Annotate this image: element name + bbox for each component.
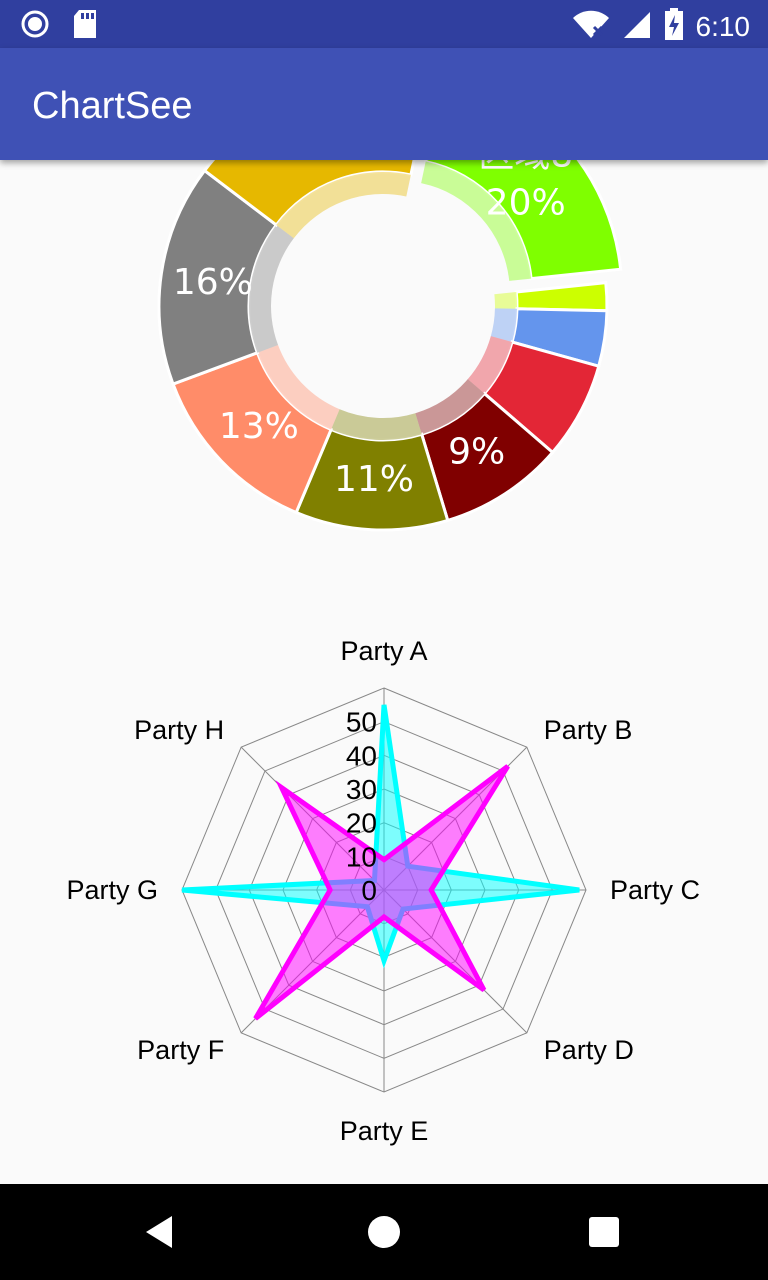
sd-card-icon: [72, 9, 98, 44]
radar-axis-label: Party B: [544, 715, 633, 745]
donut-slice-label: 18%: [283, 160, 363, 167]
radar-axis-label: Party G: [66, 875, 158, 905]
donut-slice-2: [494, 280, 609, 313]
donut-slice-label: 区域8: [478, 160, 573, 176]
radar-axis-label: Party D: [544, 1035, 634, 1065]
radar-tick-label: 0: [361, 875, 377, 906]
donut-slice-label: 9%: [448, 431, 505, 472]
recents-icon[interactable]: [580, 1208, 628, 1256]
home-icon[interactable]: [360, 1208, 408, 1256]
donut-slice-3: [490, 307, 609, 369]
radar-series-1: [181, 704, 580, 969]
radar-series-2: [253, 764, 510, 1021]
donut-slice-1: [421, 160, 623, 281]
signal-icon: [622, 9, 652, 44]
battery-charging-icon: [664, 8, 684, 45]
donut-slice-7: [171, 345, 340, 515]
donut-slice-6: [294, 409, 450, 532]
status-bar: 6:10: [0, 0, 768, 48]
radar-axis-label: Party A: [340, 636, 427, 666]
wifi-icon: [572, 9, 610, 44]
donut-slice-label: 11%: [334, 459, 414, 500]
status-clock: 6:10: [695, 10, 751, 42]
navigation-bar: [0, 1184, 768, 1280]
donut-slice-label: 13%: [219, 406, 299, 447]
donut-slice-5: [415, 379, 555, 523]
app-title: ChartSee: [32, 85, 193, 127]
donut-slice-label: 20%: [486, 183, 566, 224]
radar-axis-label: Party H: [134, 715, 224, 745]
donut-chart: 区域8 20% 9% 11% 13% 16% 18%: [157, 160, 623, 532]
app-bar: ChartSee: [0, 48, 768, 160]
donut-slice-8: [157, 168, 294, 387]
radar-axis-label: Party F: [137, 1035, 224, 1065]
radar-tick-label: 50: [346, 707, 377, 738]
radar-axis-label: Party C: [610, 875, 700, 905]
radar-axis-label: Party E: [340, 1116, 429, 1146]
radar-tick-label: 40: [346, 740, 377, 771]
donut-slice-9: [202, 160, 416, 239]
radar-tick-label: 10: [346, 841, 377, 872]
radar-tick-label: 20: [346, 808, 377, 839]
back-icon[interactable]: [138, 1208, 186, 1256]
radar-tick-label: 30: [346, 774, 377, 805]
donut-slice-label: 16%: [173, 262, 253, 303]
record-circle-icon: [20, 9, 50, 44]
